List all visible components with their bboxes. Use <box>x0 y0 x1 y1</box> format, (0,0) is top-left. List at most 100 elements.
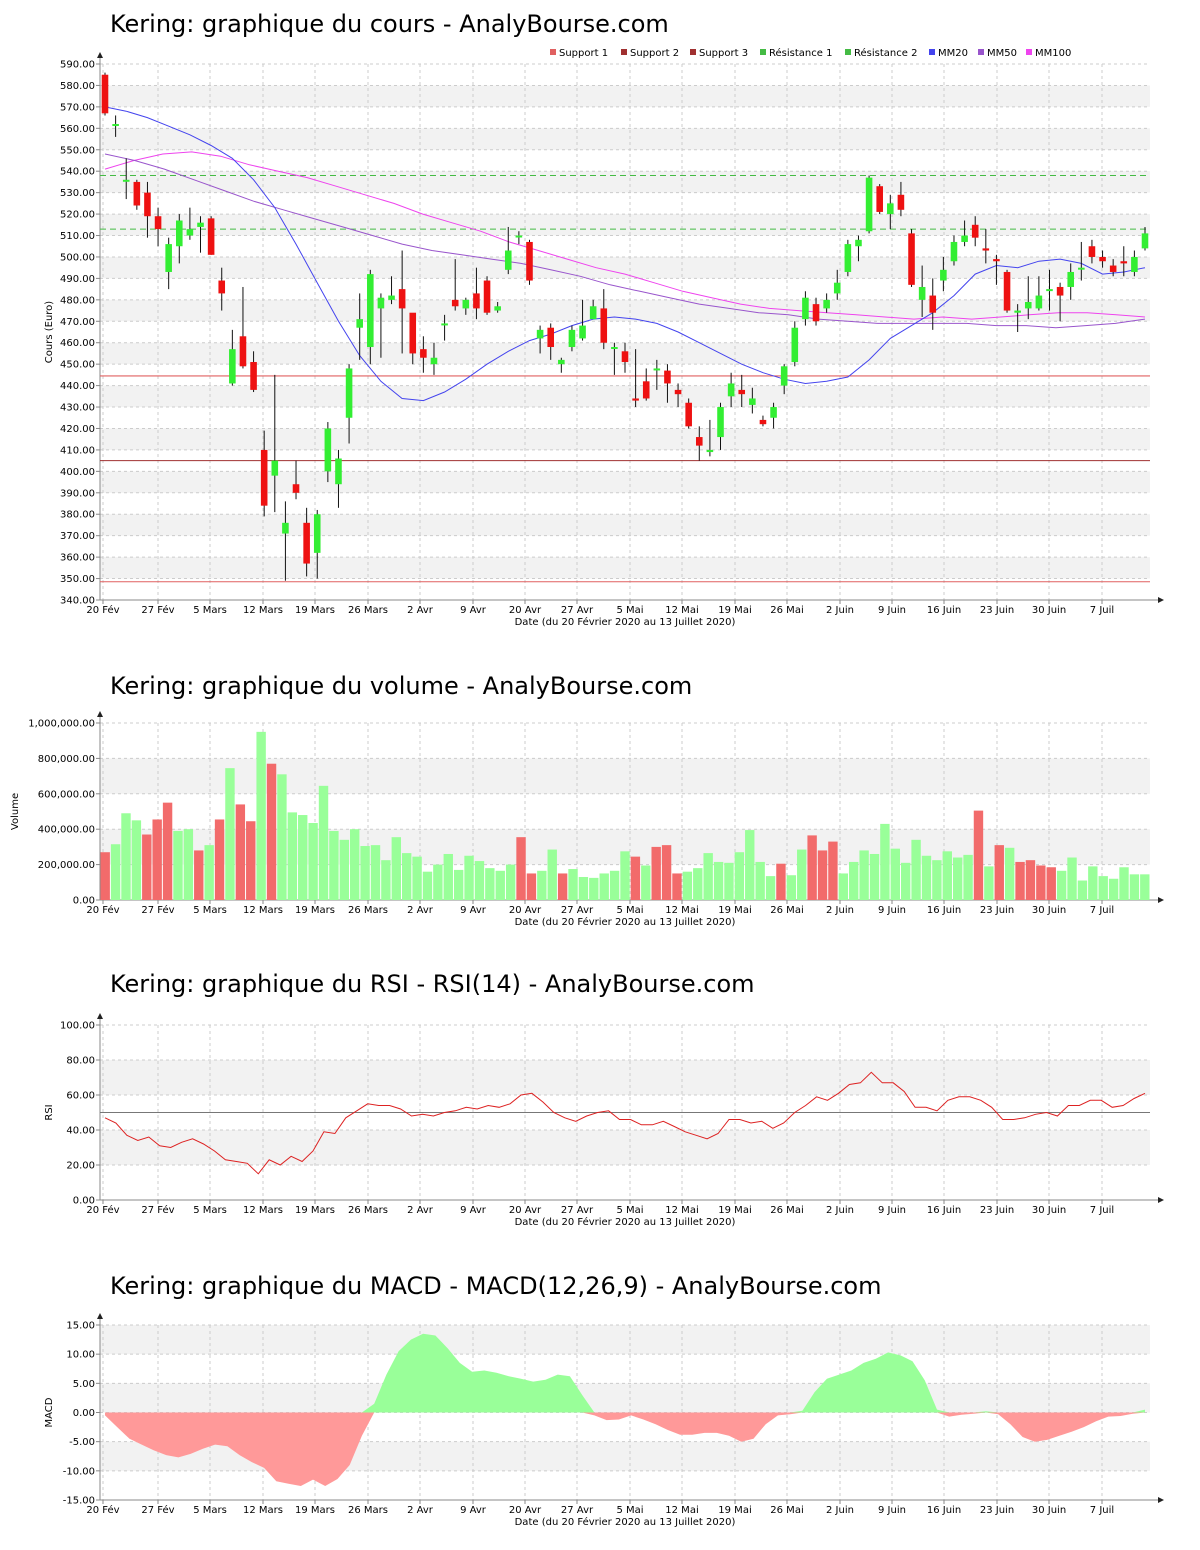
volume-bar <box>443 853 453 900</box>
candle-body <box>727 383 735 397</box>
candle-body <box>324 428 332 472</box>
macd-chart-title: Kering: graphique du MACD - MACD(12,26,9… <box>110 1272 882 1300</box>
candle-body <box>844 244 852 272</box>
x-axis-label: Date (du 20 Février 2020 au 13 Juillet 2… <box>515 1216 736 1228</box>
x-tick-label: 9 Avr <box>460 605 487 616</box>
x-tick-label: 27 Avr <box>561 605 594 616</box>
price-chart-title: Kering: graphique du cours - AnalyBourse… <box>110 10 669 38</box>
y-tick-label: 370.00 <box>60 531 95 542</box>
volume-bar <box>474 861 485 900</box>
volume-bar <box>453 869 464 900</box>
candle-body <box>1067 271 1075 287</box>
y-tick-label: 390.00 <box>60 488 95 499</box>
y-tick-label: 560.00 <box>60 124 95 135</box>
x-tick-label: 16 Juin <box>927 605 961 616</box>
x-tick-label: 7 Juil <box>1090 905 1114 916</box>
x-axis-label: Date (du 20 Février 2020 au 13 Juillet 2… <box>515 616 736 628</box>
volume-bar <box>152 819 162 900</box>
candle-body <box>367 274 374 348</box>
y-axis-arrow <box>97 52 103 58</box>
candle-body <box>335 458 342 485</box>
volume-bar <box>911 839 921 900</box>
candle-body <box>154 216 162 230</box>
y-tick-label: 470.00 <box>60 317 95 328</box>
candle-body <box>621 351 629 363</box>
x-tick-label: 26 Mars <box>348 1205 388 1216</box>
x-tick-label: 12 Mai <box>665 605 698 616</box>
volume-bar <box>142 834 152 900</box>
rsi-line <box>104 1071 1146 1175</box>
legend-swatch <box>978 49 984 55</box>
x-tick-label: 20 Avr <box>509 1205 542 1216</box>
volume-bar <box>485 868 495 900</box>
x-tick-label: 12 Mars <box>243 605 283 616</box>
mm100-line <box>104 151 1146 320</box>
volume-bar <box>807 835 817 900</box>
y-tick-label: 570.00 <box>60 102 95 113</box>
candle-body <box>749 398 756 405</box>
legend-label: Support 3 <box>699 48 748 59</box>
x-tick-label: 12 Mars <box>243 1505 283 1516</box>
candle-body <box>558 359 565 365</box>
x-tick-label: 7 Juil <box>1090 1205 1114 1216</box>
volume-bar <box>599 873 609 900</box>
plot-band <box>100 514 1150 536</box>
volume-bar <box>797 849 807 900</box>
y-tick-label: 600,000.00 <box>38 789 95 800</box>
volume-bar <box>745 830 755 900</box>
legend-swatch <box>929 49 935 55</box>
candle-body <box>812 304 820 322</box>
x-tick-label: 27 Avr <box>561 1505 594 1516</box>
volume-bar <box>173 830 183 900</box>
volume-bar <box>422 871 433 900</box>
candle-body <box>929 295 937 313</box>
volume-bar <box>1129 874 1140 900</box>
plot-band <box>100 85 1150 107</box>
legend-swatch <box>690 49 696 55</box>
x-tick-label: 5 Mai <box>616 1505 643 1516</box>
candle-body <box>971 224 979 238</box>
y-tick-label: 460.00 <box>60 338 95 349</box>
candle-body <box>271 460 279 476</box>
candle-body <box>547 327 555 348</box>
candle-body <box>186 229 194 236</box>
candle-body <box>961 235 968 242</box>
y-tick-label: 5.00 <box>73 1379 95 1390</box>
plot-band <box>100 1325 1150 1355</box>
volume-bar <box>776 863 786 900</box>
candle-body <box>568 329 576 348</box>
candle-body <box>536 329 544 339</box>
candle-body <box>865 177 873 232</box>
candle-body <box>1120 261 1128 264</box>
candle-body <box>207 218 215 255</box>
volume-bar <box>162 802 173 900</box>
x-tick-label: 20 Fév <box>86 1504 119 1516</box>
x-tick-label: 2 Avr <box>407 1505 434 1516</box>
volume-bar <box>298 815 308 900</box>
legend-label: Résistance 1 <box>769 47 832 59</box>
candle-body <box>420 349 427 358</box>
volume-bar <box>1004 847 1015 900</box>
candle-body <box>292 484 300 493</box>
x-tick-label: 23 Juin <box>980 1505 1014 1516</box>
volume-bar <box>765 876 776 900</box>
plot-band <box>100 471 1150 493</box>
volume-bar <box>131 820 142 900</box>
candle-body <box>1141 233 1149 249</box>
candle-body <box>526 241 533 281</box>
x-tick-label: 12 Mai <box>665 905 698 916</box>
volume-bar <box>589 877 599 900</box>
y-tick-label: 60.00 <box>66 1091 95 1102</box>
volume-bar <box>1056 870 1067 900</box>
y-tick-label: 800,000.00 <box>38 754 95 765</box>
candle-body <box>887 203 894 215</box>
x-tick-label: 19 Mai <box>718 1505 751 1516</box>
x-tick-label: 16 Juin <box>927 1205 961 1216</box>
x-tick-label: 26 Mars <box>348 1505 388 1516</box>
x-tick-label: 5 Mai <box>616 905 643 916</box>
x-tick-label: 19 Mars <box>295 605 335 616</box>
x-tick-label: 20 Avr <box>509 605 542 616</box>
y-tick-label: 500.00 <box>60 252 95 263</box>
volume-bar <box>994 845 1004 900</box>
